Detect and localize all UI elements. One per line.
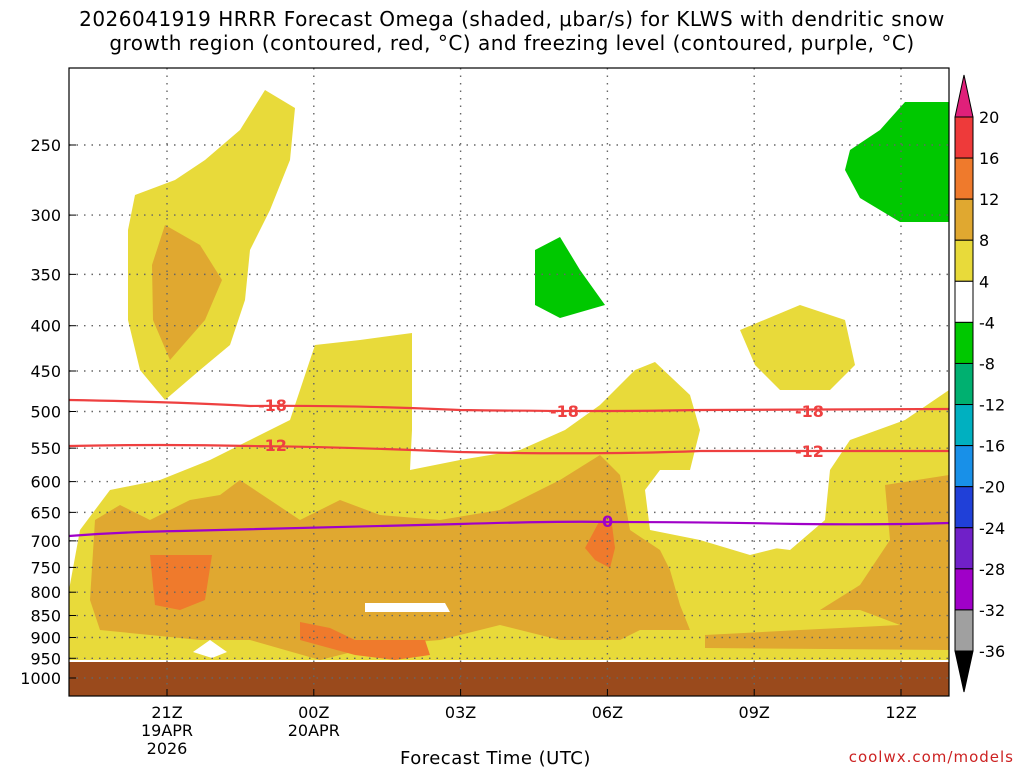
colorbar-band (954, 486, 974, 529)
y-tick-label: 300 (30, 206, 61, 225)
y-tick-label: 500 (30, 403, 61, 422)
colorbar-top-arrow (954, 74, 974, 118)
colorbar-band (954, 445, 974, 488)
dgz-label-2: -18 (550, 402, 579, 421)
colorbar-band (954, 609, 974, 652)
y-tick-label: 900 (30, 628, 61, 647)
dgz-label-4: -12 (258, 436, 287, 455)
y-tick-label: 450 (30, 362, 61, 381)
omega-region-yellow-upper (128, 90, 295, 400)
omega-hole-2 (193, 640, 227, 658)
omega-region-orange-upper (152, 225, 222, 360)
y-axis: 250 300 350 400 450 500 550 600 650 700 750 800 850 9… (20, 136, 76, 688)
colorbar-label: -36 (979, 642, 1005, 661)
x-tick-label: 03Z (445, 703, 476, 722)
dgz-contour-minus12 (68, 443, 949, 455)
colorbar-label: 8 (979, 231, 989, 250)
y-tick-label: 400 (30, 317, 61, 336)
y-tick-label: 350 (30, 265, 61, 284)
omega-region-green-2 (845, 102, 949, 222)
y-tick-label: 550 (30, 439, 61, 458)
colorbar-label: 20 (979, 108, 999, 127)
colorbar-band (954, 321, 974, 364)
colorbar-label: 4 (979, 272, 989, 291)
y-tick-label: 250 (30, 136, 61, 155)
dgz-label-3: -18 (795, 402, 824, 421)
colorbar-band (954, 157, 974, 200)
colorbar: 20 16 12 8 4 -4 -8 -12 -16 -20 -24 -28 -32 -36 (954, 74, 1005, 693)
y-tick-label: 950 (30, 649, 61, 668)
omega-region-orange-strong-2 (300, 622, 430, 660)
colorbar-label: -20 (979, 478, 1005, 497)
x-tick-label: 09Z (739, 703, 770, 722)
colorbar-band (954, 362, 974, 406)
omega-region-yellow-right (740, 305, 855, 390)
omega-region-green-1 (535, 237, 605, 318)
dgz-label-5: -12 (795, 442, 824, 461)
x-tick-label: 00Z (298, 703, 329, 722)
credit-text: coolwx.com/models (848, 748, 1014, 766)
y-tick-label: 600 (30, 473, 61, 492)
x-tick-label: 21Z (151, 703, 182, 722)
freezing-level-contour (68, 520, 950, 538)
chart-title-line1: 2026041919 HRRR Forecast Omega (shaded, … (79, 7, 945, 31)
y-tick-label: 850 (30, 607, 61, 626)
x-tick-year: 2026 (147, 739, 188, 758)
plot-area (69, 90, 949, 696)
colorbar-label: -8 (979, 354, 995, 373)
contour-lines: -18 -18 -18 -12 -12 0 (68, 396, 950, 538)
dgz-label-1: -18 (258, 396, 287, 415)
x-tick-label: 12Z (885, 703, 916, 722)
colorbar-label: -28 (979, 560, 1005, 579)
x-axis-label: Forecast Time (UTC) (400, 748, 591, 769)
dgz-contour-minus18 (68, 398, 950, 413)
ground-surface (69, 662, 949, 696)
colorbar-band (954, 116, 974, 159)
colorbar-label: -12 (979, 396, 1005, 415)
chart-title-line2: growth region (contoured, red, °C) and f… (109, 31, 915, 55)
y-tick-label: 700 (30, 532, 61, 551)
colorbar-band (954, 198, 974, 241)
y-tick-label: 750 (30, 558, 61, 577)
x-tick-date: 20APR (288, 721, 340, 740)
colorbar-label: -24 (979, 519, 1005, 538)
omega-region-orange-lower (90, 455, 690, 660)
colorbar-band (954, 239, 974, 282)
colorbar-label: 12 (979, 190, 999, 209)
y-tick-label: 1000 (20, 669, 61, 688)
colorbar-label: -16 (979, 437, 1005, 456)
y-tick-label: 800 (30, 583, 61, 602)
colorbar-label: -32 (979, 601, 1005, 620)
colorbar-label: 16 (979, 149, 999, 168)
x-tick-label: 06Z (592, 703, 623, 722)
x-tick-date: 19APR (141, 721, 193, 740)
colorbar-label: -4 (979, 313, 995, 332)
colorbar-band (954, 527, 974, 570)
plot-frame (68, 67, 950, 697)
y-tick-label: 650 (30, 503, 61, 522)
colorbar-band (954, 280, 974, 323)
colorbar-band (954, 568, 974, 611)
omega-hole-1 (365, 603, 450, 612)
colorbar-bottom-arrow (954, 650, 974, 693)
freezing-label: 0 (602, 512, 613, 531)
colorbar-band (954, 404, 974, 447)
omega-region-orange-strong-1 (150, 555, 212, 610)
omega-region-orange-right (820, 475, 949, 650)
